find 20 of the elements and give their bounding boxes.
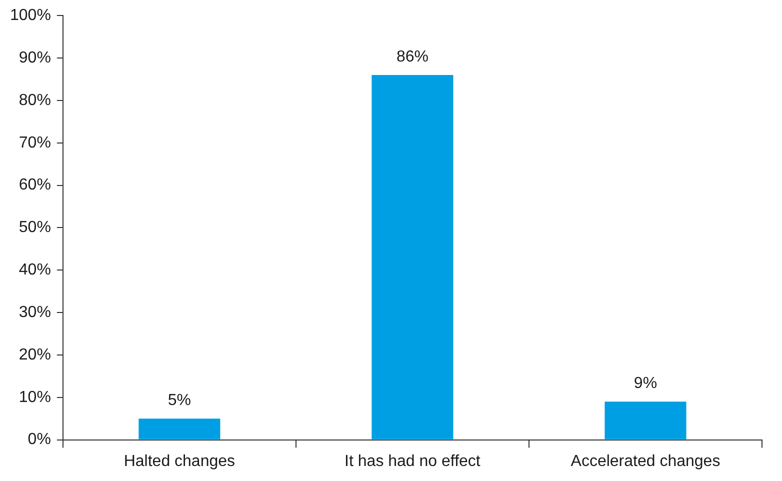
y-tick-label: 80%: [18, 92, 51, 109]
y-tick-label: 0%: [28, 431, 51, 448]
bar: [372, 74, 454, 440]
y-tick-label: 30%: [18, 304, 51, 321]
y-tick-label: 10%: [18, 388, 51, 406]
y-tick-label: 70%: [18, 134, 51, 152]
data-label: 5%: [168, 392, 191, 409]
x-tick-label: Accelerated changes: [570, 452, 720, 470]
x-tick-label: Halted changes: [124, 452, 236, 470]
y-tick-label: 100%: [10, 7, 51, 24]
data-label: 9%: [634, 375, 658, 392]
data-label: 86%: [396, 48, 428, 66]
y-tick-label: 40%: [18, 262, 51, 279]
bar: [138, 418, 220, 440]
y-tick-label: 90%: [18, 49, 51, 66]
bar: [604, 402, 686, 440]
y-tick-label: 50%: [18, 219, 51, 236]
y-tick-label: 20%: [18, 346, 51, 364]
x-tick-label: It has had no effect: [344, 452, 481, 470]
y-tick-label: 60%: [18, 176, 51, 194]
